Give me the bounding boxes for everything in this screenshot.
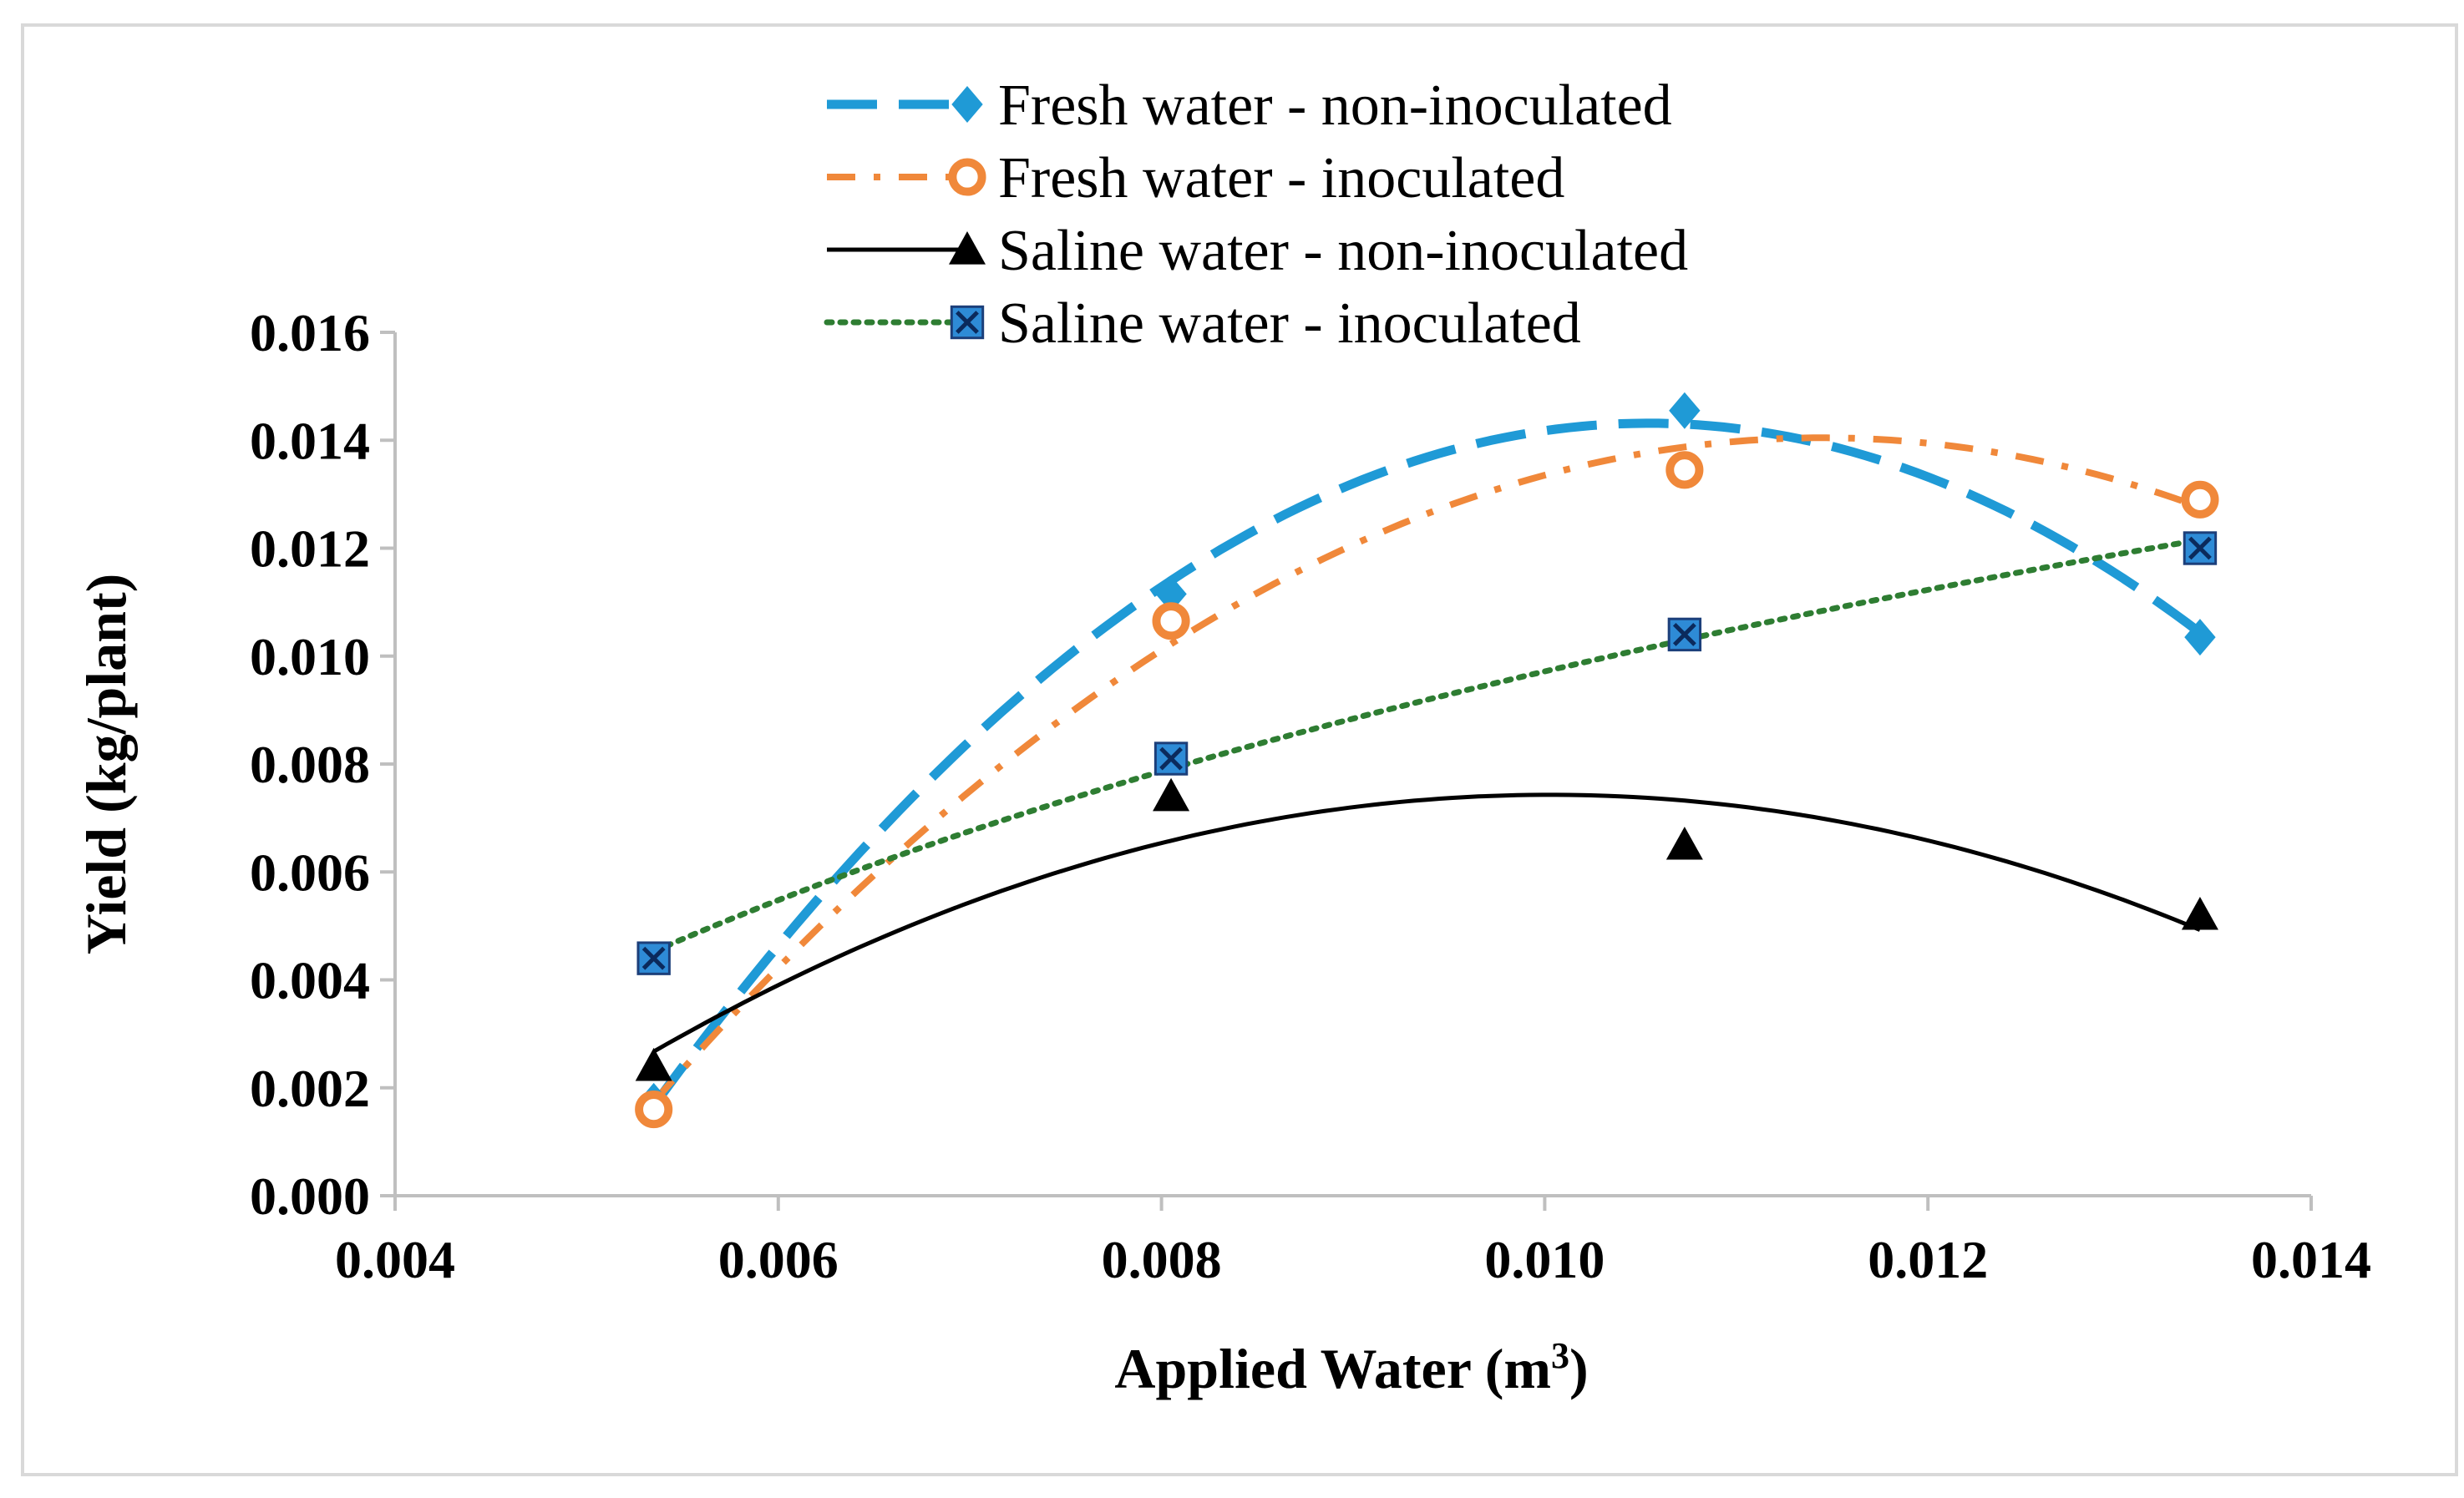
x-tick-label: 0.012	[1868, 1230, 1988, 1289]
trendline-diamond	[650, 418, 2203, 1109]
x-square-marker	[1667, 617, 1702, 652]
y-tick-label: 0.002	[250, 1059, 370, 1118]
x-tick-label: 0.006	[718, 1230, 839, 1289]
legend-label: Saline water - inoculated	[998, 291, 1581, 356]
triangle-marker	[1665, 826, 1703, 860]
legend-diamond-marker	[951, 86, 983, 123]
diamond-marker	[2184, 619, 2216, 656]
legend-label: Fresh water - inoculated	[998, 146, 1564, 210]
y-tick-label: 0.008	[250, 735, 370, 794]
circle-marker	[1152, 602, 1190, 640]
x-square-marker	[2183, 531, 2218, 565]
y-tick-label: 0.010	[250, 627, 370, 686]
legend-circle-marker	[948, 158, 986, 196]
triangle-marker	[2181, 896, 2218, 930]
triangle-marker	[635, 1047, 672, 1081]
circle-marker	[635, 1091, 673, 1129]
x-square-marker	[636, 941, 671, 975]
circle-marker	[2181, 480, 2219, 519]
legend-label: Saline water - non-inoculated	[998, 219, 1688, 283]
y-tick-label: 0.014	[250, 411, 370, 470]
diamond-marker	[1669, 392, 1701, 429]
y-tick-label: 0.004	[250, 951, 370, 1010]
y-ticks: 0.000 0.002 0.004 0.006 0.008 0.010 0.012 0.014…	[250, 303, 395, 1226]
legend-x-square-marker	[950, 305, 985, 340]
y-tick-label: 0.006	[250, 843, 370, 902]
x-square-marker	[1153, 741, 1189, 776]
y-tick-label: 0.016	[250, 303, 370, 362]
x-tick-label: 0.008	[1102, 1230, 1222, 1289]
x-axis-title: Applied Water (m3)	[1114, 1335, 1588, 1401]
y-tick-label: 0.012	[250, 519, 370, 579]
trendline-circle	[651, 434, 2202, 1105]
legend-triangle-marker	[949, 231, 986, 265]
legend-item: Saline water - non-inoculated	[827, 219, 1688, 283]
legend-label: Fresh water - non-inoculated	[998, 73, 1672, 138]
trendline-triangle	[652, 792, 2201, 1054]
x-axis-title-end: )	[1569, 1337, 1589, 1400]
triangle-marker	[1153, 777, 1190, 812]
y-tick-label: 0.000	[250, 1167, 370, 1226]
legend-item: Saline water - inoculated	[824, 291, 1581, 356]
legend: Fresh water - non-inoculated Fresh water …	[824, 73, 1688, 356]
x-tick-label: 0.004	[335, 1230, 455, 1289]
y-axis-title: Yield (kg/plant)	[74, 574, 138, 955]
trendlines	[650, 418, 2203, 1109]
x-ticks: 0.004 0.006 0.008 0.010 0.012 0.014	[335, 1196, 2371, 1289]
x-tick-label: 0.014	[2251, 1230, 2371, 1289]
x-axis-title-sup: 3	[1551, 1335, 1569, 1376]
legend-item: Fresh water - non-inoculated	[827, 73, 1672, 138]
x-tick-label: 0.010	[1484, 1230, 1605, 1289]
circle-marker	[1665, 451, 1704, 489]
x-axis-title-main: Applied Water (m	[1114, 1337, 1551, 1400]
trendline-x-square	[651, 536, 2203, 954]
legend-item: Fresh water - inoculated	[827, 146, 1564, 210]
diamond-marker	[1155, 575, 1187, 613]
markers	[635, 392, 2219, 1129]
